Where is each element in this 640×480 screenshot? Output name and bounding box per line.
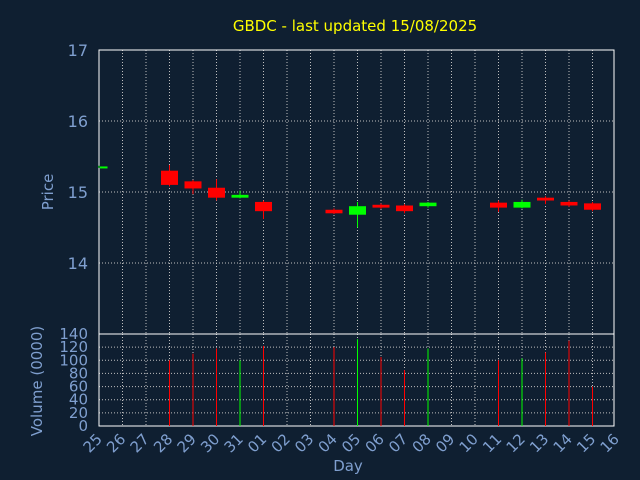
volume-grid (99, 333, 614, 427)
x-axis: 2526272829303101020304050607080910111213… (80, 430, 623, 456)
x-tick-label: 10 (456, 430, 482, 456)
price-tick-label: 15 (68, 183, 88, 202)
x-tick-label: 08 (409, 430, 435, 456)
volume-tick-label: 60 (69, 378, 88, 396)
candle-body (419, 202, 437, 207)
x-tick-label: 04 (315, 430, 341, 456)
chart-title: GBDC - last updated 15/08/2025 (233, 17, 477, 35)
volume-tick-label: 140 (59, 325, 88, 343)
price-y-axis: 14 15 16 17 (68, 41, 88, 273)
price-axis-label: Price (39, 174, 57, 211)
volume-tick-label: 100 (59, 351, 88, 369)
price-grid (99, 49, 614, 334)
x-tick-label: 06 (362, 430, 388, 456)
candle-body (184, 181, 202, 189)
price-tick-label: 16 (68, 112, 88, 131)
candles (98, 165, 601, 228)
x-tick-label: 29 (174, 430, 200, 456)
candle-body (100, 166, 108, 169)
x-axis-label: Day (333, 457, 363, 475)
x-tick-label: 31 (221, 430, 247, 456)
x-tick-label: 27 (127, 430, 153, 456)
candle-body (372, 204, 390, 208)
price-tick-label: 14 (68, 254, 88, 273)
x-tick-label: 01 (244, 430, 270, 456)
candle-body (349, 206, 366, 215)
volume-tick-label: 20 (69, 404, 88, 422)
x-tick-label: 26 (103, 430, 129, 456)
x-tick-label: 13 (526, 430, 552, 456)
candle-body (513, 201, 531, 208)
candle-body (560, 201, 578, 206)
volume-panel-frame (98, 333, 615, 427)
volume-tick-label: 0 (78, 417, 88, 435)
x-tick-label: 02 (268, 430, 294, 456)
candle-body (584, 203, 601, 210)
x-tick-label: 30 (197, 430, 223, 456)
candle-body (255, 201, 272, 212)
x-tick-label: 03 (291, 430, 317, 456)
price-tick-label: 17 (68, 41, 88, 60)
volume-bars (169, 339, 593, 426)
volume-tick-label: 40 (69, 391, 88, 409)
x-tick-label: 28 (150, 430, 176, 456)
x-tick-label: 07 (385, 430, 411, 456)
candle-body (396, 205, 413, 212)
x-tick-label: 12 (503, 430, 529, 456)
volume-tick-label: 120 (59, 338, 88, 356)
x-tick-label: 11 (479, 430, 505, 456)
candle-body (231, 194, 249, 198)
x-tick-label: 15 (573, 430, 599, 456)
candle-body (161, 170, 178, 185)
volume-axis-label: Volume (0000) (28, 326, 46, 436)
x-tick-label: 09 (432, 430, 458, 456)
volume-tick-label: 80 (69, 364, 88, 382)
x-tick-label: 14 (550, 430, 576, 456)
price-panel-frame (98, 49, 615, 335)
candle-body (208, 187, 225, 198)
x-tick-label: 05 (338, 430, 364, 456)
candle-body (490, 202, 507, 208)
x-tick-label: 16 (597, 430, 623, 456)
candle-body (325, 209, 343, 214)
candle-body (537, 197, 554, 201)
